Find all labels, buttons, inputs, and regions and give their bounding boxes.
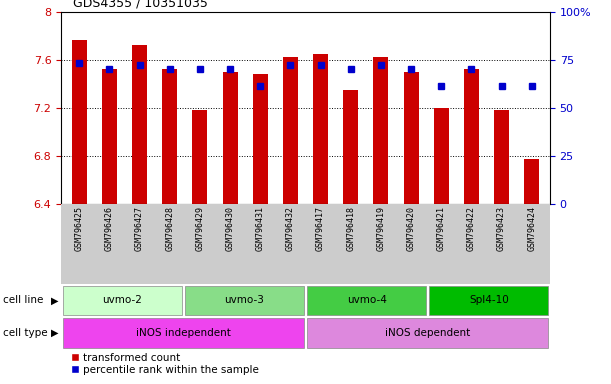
Bar [102,69,117,204]
Bar [253,74,268,204]
Bar [464,69,479,204]
Legend: transformed count, percentile rank within the sample: transformed count, percentile rank withi… [67,348,263,379]
Text: ▶: ▶ [51,295,58,306]
Bar [307,318,549,348]
Text: GDS4355 / 10351035: GDS4355 / 10351035 [73,0,208,10]
Text: cell type: cell type [3,328,48,338]
Text: GSM796427: GSM796427 [135,206,144,251]
Bar [192,110,208,204]
Text: ▶: ▶ [51,328,58,338]
Text: uvmo-4: uvmo-4 [346,295,387,306]
Text: GSM796417: GSM796417 [316,206,325,251]
Text: GSM796423: GSM796423 [497,206,506,251]
Bar [71,40,87,204]
Bar [313,53,328,204]
Text: GSM796420: GSM796420 [406,206,415,251]
Bar [307,286,426,315]
Text: GSM796428: GSM796428 [165,206,174,251]
Text: GSM796418: GSM796418 [346,206,355,251]
Text: GSM796432: GSM796432 [286,206,295,251]
Bar [63,318,304,348]
Bar [162,69,177,204]
Bar [132,45,147,204]
Bar [494,110,509,204]
Bar [434,108,449,204]
Text: GSM796431: GSM796431 [256,206,265,251]
Bar [373,57,389,204]
Text: GSM796425: GSM796425 [75,206,84,251]
Text: GSM796422: GSM796422 [467,206,476,251]
Bar [524,159,540,204]
Text: GSM796426: GSM796426 [105,206,114,251]
Text: uvmo-2: uvmo-2 [102,295,142,306]
Bar [429,286,549,315]
Text: cell line: cell line [3,295,43,306]
Bar [185,286,304,315]
Text: GSM796419: GSM796419 [376,206,386,251]
Bar [343,89,358,204]
Bar [63,286,182,315]
Bar [283,57,298,204]
Text: uvmo-3: uvmo-3 [224,295,265,306]
Text: Spl4-10: Spl4-10 [469,295,509,306]
Bar [222,71,238,204]
Text: GSM796421: GSM796421 [437,206,446,251]
Text: GSM796429: GSM796429 [196,206,205,251]
Text: iNOS dependent: iNOS dependent [385,328,470,338]
Text: GSM796424: GSM796424 [527,206,536,251]
Text: GSM796430: GSM796430 [225,206,235,251]
Text: iNOS independent: iNOS independent [136,328,231,338]
Bar [403,71,419,204]
